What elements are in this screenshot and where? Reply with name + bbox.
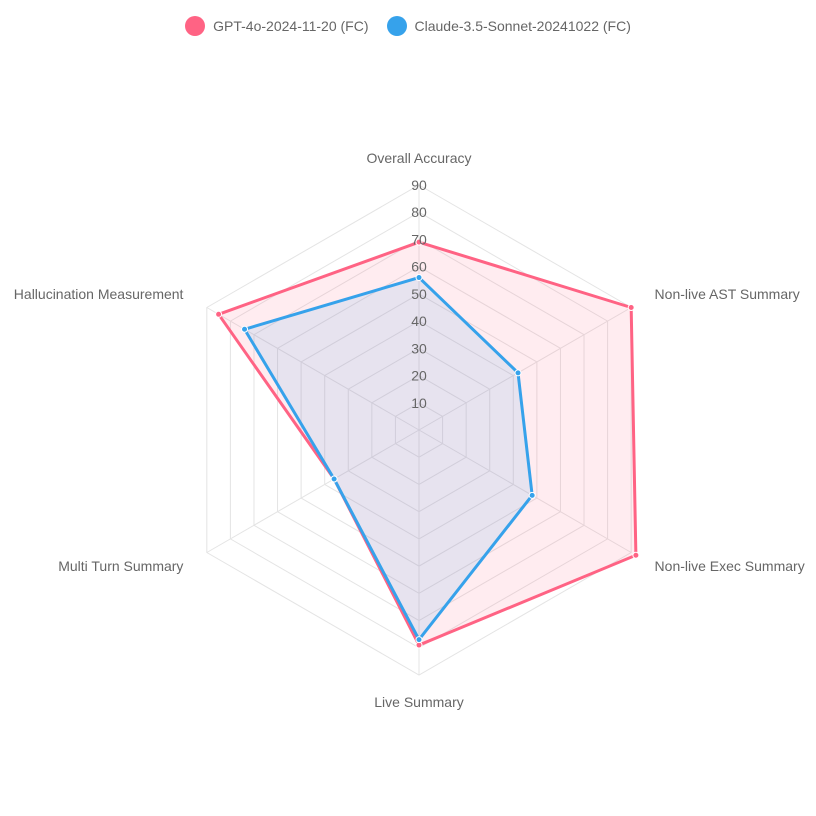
axis-label: Hallucination Measurement	[14, 286, 184, 302]
legend-swatch-gpt4o	[185, 16, 206, 36]
series-point-0-0	[415, 238, 423, 246]
r-tick-label: 80	[411, 204, 427, 220]
r-tick-label: 20	[411, 368, 427, 384]
series-point-0-5	[215, 310, 223, 318]
r-tick-label: 30	[411, 340, 427, 356]
legend: GPT-4o-2024-11-20 (FC) Claude-3.5-Sonnet…	[0, 16, 816, 36]
r-tick-label: 40	[411, 313, 427, 329]
legend-label-claude: Claude-3.5-Sonnet-20241022 (FC)	[414, 18, 631, 34]
r-tick-label: 60	[411, 259, 427, 275]
r-tick-label: 50	[411, 286, 427, 302]
r-tick-label: 70	[411, 231, 427, 247]
series-point-0-2	[632, 551, 640, 559]
series-point-1-1	[514, 369, 522, 377]
legend-item-gpt4o[interactable]: GPT-4o-2024-11-20 (FC)	[185, 16, 369, 36]
axis-label: Multi Turn Summary	[58, 558, 183, 574]
axis-spoke	[418, 307, 632, 431]
series-point-1-0	[415, 274, 423, 282]
series-point-1-2	[528, 491, 536, 499]
axis-label: Non-live AST Summary	[655, 286, 800, 302]
series-point-1-3	[415, 636, 423, 644]
series-point-1-4	[330, 475, 338, 483]
axis-label: Overall Accuracy	[366, 150, 471, 166]
axis-label: Non-live Exec Summary	[655, 558, 805, 574]
series-point-0-1	[627, 304, 635, 311]
legend-swatch-claude	[386, 16, 407, 36]
r-tick-label: 10	[411, 395, 427, 411]
axis-spoke	[418, 429, 632, 553]
axis-spoke	[206, 429, 420, 553]
series-point-1-5	[241, 325, 249, 333]
legend-label-gpt4o: GPT-4o-2024-11-20 (FC)	[213, 18, 369, 34]
axis-label: Live Summary	[374, 694, 463, 710]
legend-item-claude[interactable]: Claude-3.5-Sonnet-20241022 (FC)	[386, 16, 631, 36]
r-tick-label: 90	[411, 177, 427, 193]
